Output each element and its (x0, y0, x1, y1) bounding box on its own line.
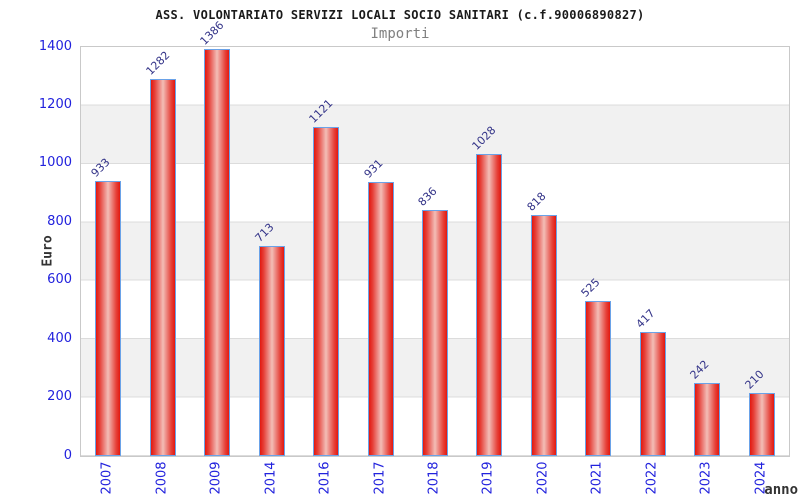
bar-2008 (149, 79, 176, 456)
y-tick-label-0: 0 (63, 447, 72, 463)
bar-value-label: 417 (633, 306, 658, 331)
bar-2017 (367, 182, 394, 456)
bar-value-label: 933 (88, 156, 113, 181)
y-tick-label-600: 600 (47, 272, 72, 288)
bar-value-label: 1121 (306, 96, 336, 126)
bar-value-label: 713 (252, 220, 277, 245)
bar-2014 (258, 245, 285, 456)
x-tick-label-2009: 2009 (208, 461, 224, 495)
bar-2007 (95, 181, 122, 456)
bar-2020 (530, 215, 557, 456)
bar-2024 (748, 392, 775, 456)
chart-subtitle: Importi (370, 26, 430, 42)
y-tick-label-1400: 1400 (38, 38, 72, 54)
y-tick-label-800: 800 (47, 213, 72, 229)
x-tick-label-2008: 2008 (154, 461, 170, 495)
bar-2016 (313, 126, 340, 456)
bar-value-label: 242 (687, 357, 712, 383)
bar-value-label: 1028 (469, 123, 499, 153)
y-tick-label-200: 200 (47, 389, 72, 405)
chart-title: ASS. VOLONTARIATO SERVIZI LOCALI SOCIO S… (155, 8, 645, 22)
x-tick-label-2023: 2023 (698, 461, 714, 495)
x-tick-label-2016: 2016 (317, 461, 333, 495)
x-axis-title: anno (764, 482, 798, 498)
bar-value-label: 836 (415, 184, 440, 209)
bar-2023 (694, 383, 721, 456)
plot-area: 933 1282 1386 713 1121 931 836 1028 818 525 417 242… (80, 19, 790, 457)
x-tick-label-2022: 2022 (644, 461, 660, 495)
bar-value-label: 1282 (143, 49, 173, 79)
x-tick-label-2020: 2020 (535, 461, 551, 495)
bar-2019 (476, 153, 503, 456)
x-tick-label-2014: 2014 (263, 461, 279, 495)
x-tick-label-2017: 2017 (372, 461, 388, 495)
x-tick-label-2007: 2007 (99, 461, 115, 495)
x-tick-label-2021: 2021 (589, 461, 605, 495)
y-axis-title: Euro (40, 235, 56, 267)
bar-value-label: 818 (524, 189, 549, 214)
bar-2009 (204, 49, 231, 456)
x-tick-label-2018: 2018 (426, 461, 442, 495)
bar-value-label: 931 (361, 156, 386, 181)
bar-2021 (585, 300, 612, 456)
bar-2022 (639, 332, 666, 456)
x-tick-label-2019: 2019 (480, 461, 496, 495)
y-tick-label-400: 400 (47, 330, 72, 346)
y-tick-label-1200: 1200 (38, 96, 72, 112)
y-tick-label-1000: 1000 (38, 155, 72, 171)
bar-value-label: 525 (578, 275, 603, 300)
bar-2018 (422, 209, 448, 456)
bar-value-label: 210 (742, 367, 767, 392)
